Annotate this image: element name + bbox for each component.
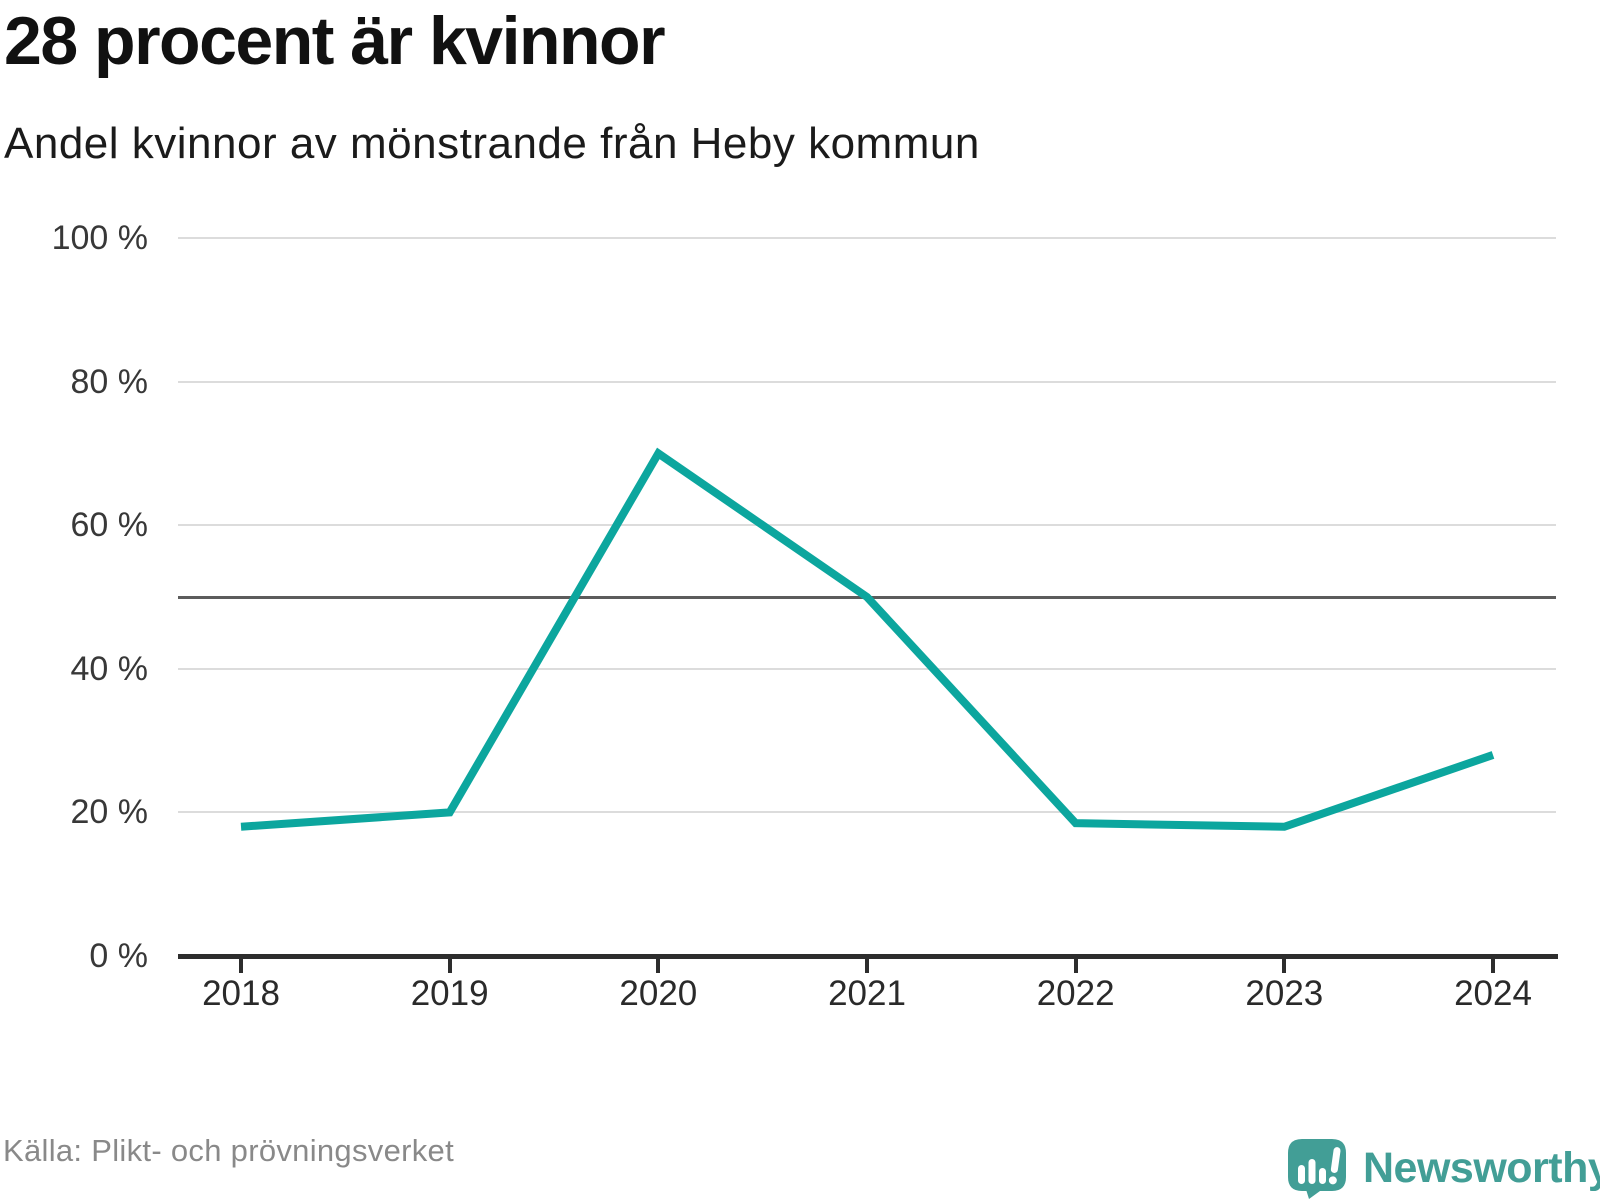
x-axis-tick — [656, 958, 661, 973]
x-axis-line — [178, 954, 1558, 959]
source-note: Källa: Plikt- och prövningsverket — [3, 1133, 454, 1168]
y-axis-tick-label: 100 % — [51, 219, 148, 257]
chart-subtitle: Andel kvinnor av mönstrande från Heby ko… — [4, 119, 980, 168]
x-axis-tick — [1073, 958, 1078, 973]
newsworthy-logo-text: Newsworthy — [1363, 1144, 1600, 1192]
x-axis-tick-label: 2019 — [410, 974, 489, 1013]
y-axis-tick-label: 60 % — [70, 506, 149, 545]
y-gridline — [178, 237, 1556, 239]
series-line — [240, 447, 1495, 831]
y-axis-tick-label: 40 % — [70, 649, 149, 688]
x-axis-tick — [447, 958, 452, 973]
x-axis-tick-label: 2023 — [1245, 974, 1324, 1013]
logo-bar-chart-glyph — [1298, 1147, 1341, 1185]
y-gridline — [178, 380, 1556, 383]
chart-title: 28 procent är kvinnor — [4, 3, 666, 79]
x-axis-tick-label: 2022 — [1036, 974, 1115, 1013]
y-axis-tick-label: 20 % — [70, 793, 149, 832]
x-axis-tick-label: 2024 — [1454, 974, 1532, 1013]
reference-line-50pct — [178, 595, 1556, 599]
newsworthy-logo: Newsworthy — [1288, 1139, 1600, 1199]
x-axis-tick-label: 2018 — [202, 974, 280, 1013]
x-axis-tick — [865, 958, 869, 973]
y-axis-tick-label: 0 % — [89, 937, 148, 975]
x-axis-tick — [1282, 958, 1287, 973]
y-axis-tick-label: 80 % — [70, 362, 149, 401]
y-gridline — [178, 667, 1556, 670]
x-axis-tick-label: 2021 — [828, 974, 906, 1013]
newsworthy-icon — [1288, 1139, 1346, 1199]
x-axis-tick-label: 2020 — [619, 974, 698, 1013]
x-axis-tick — [1491, 958, 1495, 973]
logo-exclamation-glyph — [1328, 1147, 1341, 1185]
y-gridline — [178, 524, 1556, 527]
x-axis-tick — [239, 958, 243, 973]
y-gridline — [178, 811, 1556, 814]
